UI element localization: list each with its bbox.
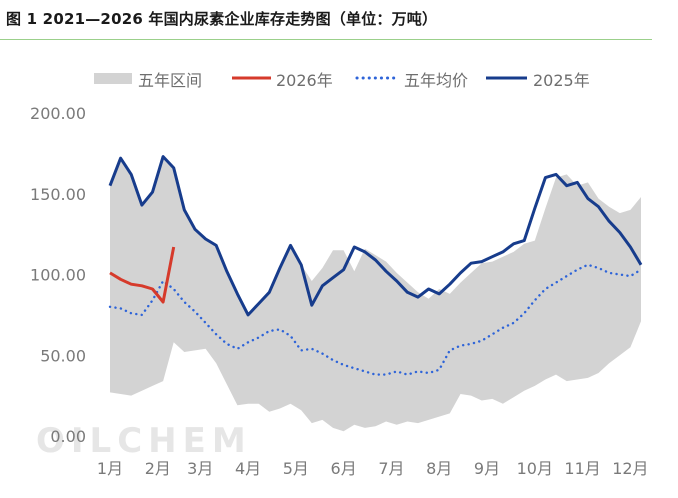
y-tick-label: 150.00 bbox=[30, 185, 86, 204]
line-2025 bbox=[108, 155, 643, 317]
chart-title: 图 1 2021—2026 年国内尿素企业库存走势图（单位：万吨） bbox=[6, 10, 438, 28]
y-tick-label: 0.00 bbox=[50, 427, 86, 446]
y-tick-label: 200.00 bbox=[30, 104, 86, 123]
legend-label-range: 五年区间 bbox=[138, 71, 202, 90]
x-tick-label: 11月 bbox=[564, 459, 600, 478]
five-year-average-line bbox=[108, 263, 643, 376]
y-tick-label: 50.00 bbox=[40, 346, 86, 365]
x-tick-label: 7月 bbox=[378, 459, 404, 478]
x-tick-label: 10月 bbox=[517, 459, 553, 478]
watermark-text: OILCHEM bbox=[36, 421, 252, 461]
legend-swatch-range bbox=[94, 73, 132, 84]
y-tick-label: 100.00 bbox=[30, 266, 86, 285]
legend-label-2026: 2026年 bbox=[276, 71, 333, 90]
x-tick-label: 1月 bbox=[97, 459, 123, 478]
title-divider bbox=[0, 39, 652, 40]
legend: 五年区间 2026年 五年均价 2025年 bbox=[94, 71, 590, 90]
x-tick-label: 12月 bbox=[612, 459, 648, 478]
x-tick-label: 4月 bbox=[235, 459, 261, 478]
legend-label-2025: 2025年 bbox=[533, 71, 590, 90]
legend-label-avg: 五年均价 bbox=[404, 71, 468, 90]
line-2026 bbox=[109, 246, 176, 304]
x-tick-label: 6月 bbox=[331, 459, 357, 478]
x-tick-label: 2月 bbox=[145, 459, 171, 478]
x-tick-label: 3月 bbox=[187, 459, 213, 478]
x-tick-label: 8月 bbox=[426, 459, 452, 478]
x-tick-label: 9月 bbox=[474, 459, 500, 478]
five-year-range-area bbox=[110, 156, 641, 432]
x-tick-label: 5月 bbox=[283, 459, 309, 478]
